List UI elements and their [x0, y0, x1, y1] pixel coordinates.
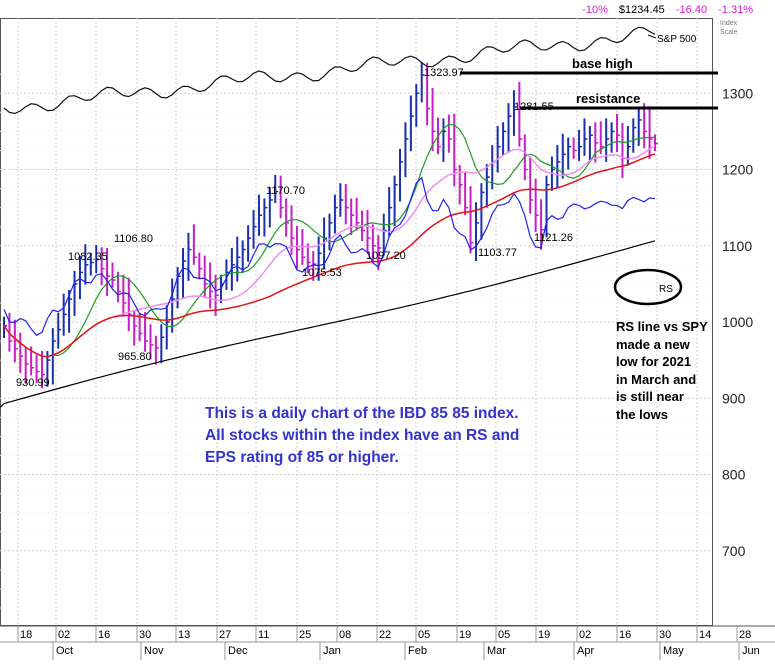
- x-tick-label: 27: [219, 629, 231, 641]
- price-annotation: 930.99: [16, 377, 50, 389]
- level-label: base high: [572, 56, 633, 71]
- x-tick-label: 18: [20, 629, 32, 641]
- y-tick-label: 900: [722, 390, 746, 406]
- x-tick-label: 30: [139, 629, 151, 641]
- sp500-label-connector: [647, 34, 657, 39]
- x-tick-label: 16: [98, 629, 110, 641]
- price-annotation: 1097.20: [366, 250, 406, 262]
- rs-highlight-circle: [613, 268, 683, 306]
- rs-note-line: in March and: [616, 371, 697, 387]
- x-tick-label: 28: [739, 629, 751, 641]
- x-tick-label: 25: [299, 629, 311, 641]
- y-tick-label: 1200: [722, 162, 753, 178]
- day-change: -16.40: [675, 4, 708, 16]
- ytd-change-pct: -10%: [582, 4, 608, 16]
- moving-average-50: [3, 153, 656, 358]
- moving-average-10: [3, 123, 656, 358]
- month-label: Nov: [144, 645, 164, 657]
- month-label: Apr: [577, 645, 594, 657]
- price-annotation: 1170.70: [266, 185, 305, 197]
- rs-note-line: low for 2021: [616, 354, 692, 369]
- rs-label: RS: [659, 284, 673, 295]
- price-annotation: 1106.80: [114, 233, 153, 245]
- x-axis-band: [0, 626, 775, 660]
- x-tick-label: 14: [699, 629, 711, 641]
- price-annotation: 1281.55: [514, 101, 554, 113]
- y-tick-label: 1000: [722, 314, 753, 330]
- rs-line: [3, 176, 656, 336]
- price-annotation: 1103.77: [478, 247, 517, 259]
- y-tick-label: 1100: [722, 238, 752, 254]
- last-price: $1234.45: [618, 4, 665, 16]
- note-line: All stocks within the index have an RS a…: [205, 427, 520, 444]
- month-label: Jun: [742, 645, 760, 657]
- level-label: resistance: [576, 91, 640, 106]
- rs-note-line: RS line vs SPY: [616, 319, 708, 334]
- x-tick-label: 19: [538, 629, 550, 641]
- month-label: May: [663, 645, 684, 657]
- month-label: Dec: [228, 645, 248, 657]
- x-tick-label: 30: [659, 629, 671, 641]
- rs-line-note: RS line vs SPY made a new low for 2021 i…: [616, 318, 716, 423]
- x-tick-label: 19: [459, 629, 471, 641]
- y-tick-label: 700: [722, 543, 746, 559]
- y-tick-label: 1300: [722, 85, 753, 101]
- x-tick-label: 08: [339, 629, 351, 641]
- price-annotation: 1323.97: [424, 67, 464, 79]
- month-label: Oct: [56, 645, 73, 657]
- x-tick-label: 16: [619, 629, 631, 641]
- rs-note-line: the lows: [616, 406, 669, 422]
- rs-note-line: made a new: [616, 336, 690, 352]
- day-change-pct: -1.31%: [718, 4, 753, 16]
- note-line: This is a daily chart of the IBD 85 85 i…: [205, 405, 519, 422]
- price-annotation: 1075.53: [302, 267, 342, 279]
- scale-label: Scale: [720, 29, 738, 36]
- index-label: Index: [720, 20, 738, 27]
- x-tick-label: 05: [418, 629, 430, 641]
- price-annotation: 965.80: [118, 351, 152, 363]
- sp500-label: S&P 500: [657, 34, 697, 45]
- x-tick-label: 05: [498, 629, 510, 641]
- y-tick-label: 800: [722, 467, 746, 483]
- price-annotation: 1121.26: [534, 232, 573, 244]
- note-line: EPS rating of 85 or higher.: [205, 449, 399, 466]
- month-label: Feb: [408, 645, 427, 657]
- x-tick-label: 02: [58, 629, 70, 641]
- price-annotation: 1082.35: [68, 251, 108, 263]
- index-scale-label: Index Scale: [720, 19, 760, 37]
- x-tick-label: 02: [579, 629, 591, 641]
- rs-note-line: is still near: [616, 389, 684, 404]
- x-tick-label: 11: [258, 629, 269, 641]
- sp500-line: [3, 26, 656, 115]
- month-label: Jan: [323, 645, 341, 657]
- x-tick-label: 22: [379, 629, 391, 641]
- month-label: Mar: [487, 645, 506, 657]
- moving-average-200: [0, 240, 656, 408]
- x-tick-label: 13: [178, 629, 190, 641]
- quote-bar: -10% $1234.45 -16.40 -1.31%: [574, 4, 753, 16]
- chart-description-note: This is a daily chart of the IBD 85 85 i…: [205, 403, 565, 469]
